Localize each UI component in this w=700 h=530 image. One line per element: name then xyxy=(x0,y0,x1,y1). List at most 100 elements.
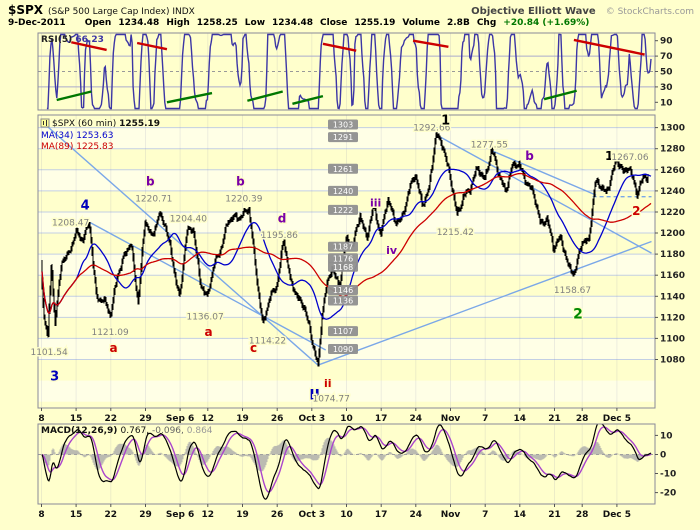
pivot-level-box xyxy=(328,132,358,143)
annotation: 1 xyxy=(441,113,450,128)
y-axis-label: 10 xyxy=(660,98,673,108)
rsi-legend: RSI(5) 66.23 xyxy=(41,35,104,45)
annotation: 1074.77 xyxy=(313,395,350,405)
x-axis-label: 15 xyxy=(70,510,83,520)
pivot-level-box xyxy=(328,285,358,295)
quote-row: 9-Dec-2011 Open 1234.48 High 1258.25 Low… xyxy=(8,18,694,28)
macd-legend: MACD(12,26,9) 0.767, -0.096, 0.864 xyxy=(41,426,213,436)
pivot-level-text: 1291 xyxy=(333,133,353,142)
annotation: b xyxy=(525,149,534,163)
x-axis-label: 28 xyxy=(576,414,589,424)
y-axis-label: 1240 xyxy=(660,187,685,197)
pivot-level-box xyxy=(328,185,358,196)
rsi-divergence-red-line xyxy=(412,39,449,49)
x-axis-label: 22 xyxy=(105,414,118,424)
annotation: d xyxy=(278,211,287,225)
x-axis-label: 19 xyxy=(236,510,249,520)
x-axis-label: Nov xyxy=(441,414,461,424)
chg-label: Chg xyxy=(476,18,497,28)
rsi-divergence-red-line xyxy=(322,42,357,52)
x-axis-label: 12 xyxy=(202,414,215,424)
trendline xyxy=(41,120,320,367)
rsi-divergence-green-line xyxy=(56,90,92,102)
x-axis-label: 8 xyxy=(38,510,44,520)
pivot-level-text: 1107 xyxy=(333,327,353,336)
annotation: 2 xyxy=(632,204,640,218)
annotation: 1208.47 xyxy=(52,219,89,229)
y-axis-label: -20 xyxy=(660,489,676,499)
x-axis-label: Dec 5 xyxy=(603,414,631,424)
y-axis-label: 1180 xyxy=(660,250,685,260)
annotation: 1101.54 xyxy=(30,348,67,358)
pivot-level-text: 1240 xyxy=(333,187,353,196)
y-axis-label: 1160 xyxy=(660,271,685,281)
rsi-line xyxy=(46,33,652,110)
x-axis-label: 14 xyxy=(514,414,527,424)
x-axis-label: 26 xyxy=(271,414,284,424)
annotation: 1277.55 xyxy=(471,141,508,151)
y-axis-label: 30 xyxy=(660,83,673,93)
y-axis-label: -10 xyxy=(660,470,676,480)
y-axis-label: 1220 xyxy=(660,208,685,218)
y-axis-label: 10 xyxy=(660,431,673,441)
x-axis-label: 22 xyxy=(105,510,118,520)
pivot-level-box xyxy=(328,295,358,306)
chg-value: +20.84 (+1.69%) xyxy=(503,18,590,28)
pivot-level-text: 1176 xyxy=(333,254,353,263)
annotation: a xyxy=(204,325,212,339)
annotation: II xyxy=(309,387,319,403)
price-gridlines xyxy=(38,127,655,360)
pivot-level-box xyxy=(328,119,358,130)
x-axis-label: 7 xyxy=(482,510,488,520)
x-axis-label: Sep 6 xyxy=(166,510,194,520)
pivot-level-text: 1187 xyxy=(333,243,353,252)
close-value: 1255.19 xyxy=(354,18,396,28)
annotation: 1121.09 xyxy=(91,328,128,338)
x-axis-label: Dec 5 xyxy=(603,510,631,520)
y-axis-label: 1200 xyxy=(660,229,685,239)
y-axis-label: 1300 xyxy=(660,124,685,134)
volume-label: Volume xyxy=(402,18,440,28)
pivot-level-text: 1222 xyxy=(333,206,353,215)
open-label: Open xyxy=(84,18,112,28)
x-axis-label: 10 xyxy=(340,414,353,424)
x-axis-label: Sep 6 xyxy=(166,414,194,424)
pivot-level-box xyxy=(328,241,358,252)
y-axis-label: 1120 xyxy=(660,313,685,323)
pivot-level-text: 1136 xyxy=(333,297,353,306)
x-axis-label: Oct 3 xyxy=(298,414,325,424)
annotation: b xyxy=(146,175,155,189)
week-gridlines xyxy=(41,33,618,504)
x-axis-label: 14 xyxy=(514,510,527,520)
x-axis-label: 17 xyxy=(375,414,388,424)
chart-type-icon xyxy=(40,118,50,128)
annotation: 2 xyxy=(573,306,583,322)
annotation: iii xyxy=(370,197,381,210)
rsi-divergence-red-line xyxy=(71,41,107,52)
volume-value: 2.8B xyxy=(447,18,470,28)
pivot-level-text: 1090 xyxy=(333,345,353,354)
x-axis-label: Nov xyxy=(441,510,461,520)
x-axis-label: 7 xyxy=(482,414,488,424)
low-value: 1234.48 xyxy=(272,18,314,28)
rsi-divergence-green-line xyxy=(247,90,284,102)
x-axis-label: 19 xyxy=(236,414,249,424)
x-axis-label: 17 xyxy=(375,510,388,520)
annotation: 1215.42 xyxy=(437,228,474,238)
y-axis-label: 1280 xyxy=(660,145,685,155)
trendline xyxy=(436,134,652,254)
y-axis-label: 90 xyxy=(660,37,673,47)
annotation-credit: Objective Elliott Wave xyxy=(471,6,596,17)
x-axis-label: 8 xyxy=(38,414,44,424)
annotation: 3 xyxy=(50,369,59,384)
symbol-name: (S&P 500 Large Cap Index) INDX xyxy=(48,7,195,17)
annotation: a xyxy=(110,341,118,355)
annotation: 1267.06 xyxy=(611,153,648,163)
y-axis-label: 1260 xyxy=(660,166,685,176)
x-axis-label: 29 xyxy=(139,510,152,520)
panel-titles: RSI(5) 66.23 $SPX (60 min) 1255.19 MA(34) … xyxy=(40,35,213,436)
annotations: 1101.54 3 1208.47 4 1121.09 a 1220.71 b 1204.40 1… xyxy=(29,112,650,406)
rsi-divergence-red-line xyxy=(573,38,645,56)
